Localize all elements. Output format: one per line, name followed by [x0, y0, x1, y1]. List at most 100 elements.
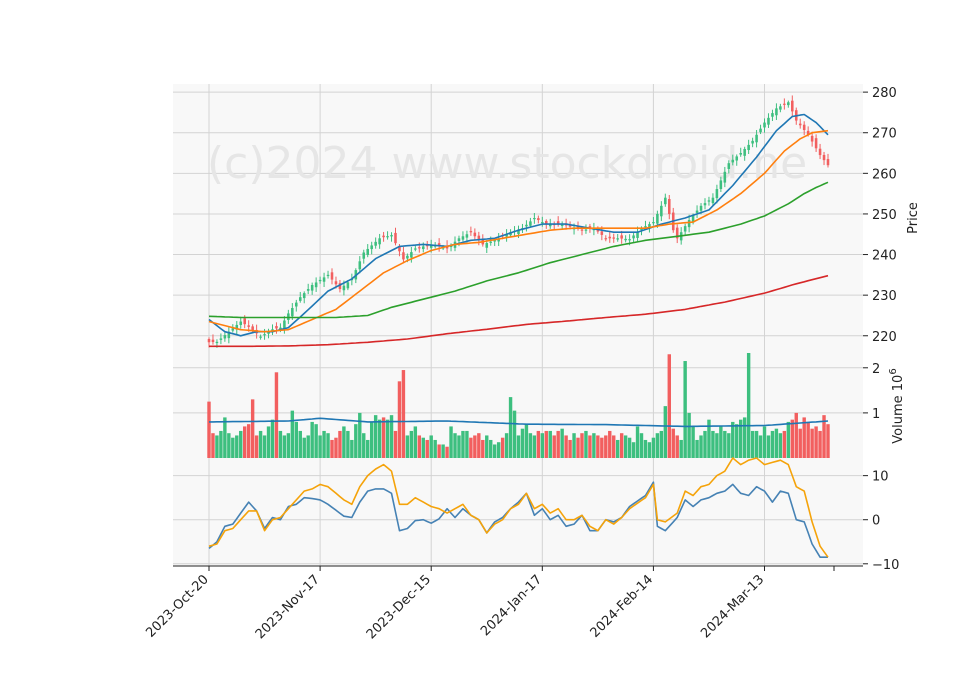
- volume-bar: [540, 433, 545, 458]
- volume-bar: [366, 439, 370, 458]
- candle-body: [584, 229, 588, 231]
- candle-body: [533, 218, 536, 220]
- candle-body: [783, 103, 786, 105]
- volume-bar: [731, 421, 735, 458]
- candle-body: [461, 236, 465, 240]
- volume-bar: [647, 442, 652, 458]
- candle-body: [421, 246, 425, 250]
- candle-body: [616, 238, 619, 240]
- volume-bar: [794, 412, 798, 458]
- candle-body: [382, 235, 385, 238]
- candle-body: [580, 229, 584, 231]
- candle-body: [541, 222, 544, 224]
- volume-bar: [254, 435, 259, 458]
- volume-bar: [786, 421, 791, 458]
- volume-bar: [326, 433, 330, 458]
- price-axis-title: Price: [906, 202, 921, 234]
- candle-body: [628, 239, 631, 241]
- volume-bar: [548, 430, 552, 458]
- volume-bar: [211, 433, 215, 458]
- candle-body: [612, 237, 616, 239]
- osc-axis-tick-label: −10: [872, 558, 899, 573]
- candle-body: [263, 334, 266, 336]
- candle-body: [267, 331, 270, 334]
- volume-bar: [246, 424, 251, 458]
- volume-bar: [350, 439, 354, 458]
- candle-body: [314, 282, 318, 288]
- volume-bar: [504, 433, 509, 458]
- volume-bar: [556, 430, 560, 458]
- candle-body: [779, 106, 782, 110]
- volume-bar: [544, 430, 548, 458]
- volume-bar: [667, 354, 671, 458]
- candle-body: [620, 235, 623, 239]
- volume-bar: [802, 417, 806, 458]
- volume-bar: [393, 430, 398, 458]
- candle-body: [548, 224, 552, 227]
- candle-body: [497, 238, 500, 242]
- volume-bar: [346, 430, 350, 458]
- volume-bar: [615, 439, 620, 458]
- candle-body: [751, 140, 754, 144]
- price-axis-tick-label: 220: [872, 330, 897, 345]
- volume-bar: [449, 426, 453, 458]
- volume-bar: [485, 435, 489, 458]
- candle-body: [390, 235, 393, 237]
- volume-bar: [758, 435, 763, 458]
- volume-bar: [639, 433, 644, 458]
- candle-body: [644, 226, 647, 228]
- candle-body: [279, 327, 282, 330]
- volume-bar: [250, 399, 255, 458]
- candle-body: [822, 154, 826, 161]
- oscillator-panel: [173, 458, 863, 566]
- volume-bar: [746, 353, 751, 458]
- volume-axis-tick-label: 1: [872, 407, 880, 422]
- volume-bar: [282, 435, 287, 458]
- volume-bar: [711, 430, 715, 458]
- volume-bar: [532, 435, 537, 458]
- volume-bar: [389, 415, 394, 458]
- candle-body: [568, 225, 572, 227]
- volume-bar: [683, 361, 687, 458]
- volume-bar: [377, 419, 382, 458]
- volume-bar: [421, 437, 425, 458]
- volume-bar: [445, 446, 449, 458]
- candle-body: [457, 238, 461, 241]
- candle-body: [302, 293, 306, 299]
- volume-bar: [695, 439, 699, 458]
- volume-bar: [306, 435, 310, 458]
- volume-bar: [536, 430, 541, 458]
- volume-bar: [473, 435, 477, 458]
- volume-bar: [342, 426, 346, 458]
- candle-body: [608, 236, 612, 239]
- volume-axis-title-text: Volume 10: [891, 375, 906, 444]
- candle-body: [243, 318, 246, 325]
- ma-mid-line: [208, 129, 829, 333]
- volume-bar: [477, 433, 481, 458]
- volume-bar: [723, 430, 727, 458]
- candle-body: [291, 308, 294, 317]
- volume-bar: [298, 430, 302, 458]
- volume-bar: [750, 430, 755, 458]
- candle-body: [771, 113, 774, 117]
- candle-body: [283, 320, 286, 329]
- volume-bar: [826, 424, 830, 458]
- oscillator-axis: −10 0 10: [863, 470, 899, 573]
- volume-bar: [429, 435, 433, 458]
- candle-body: [334, 281, 338, 285]
- volume-bar: [338, 430, 342, 458]
- volume-bar: [588, 435, 592, 458]
- candle-body: [743, 148, 746, 156]
- candle-body: [656, 213, 659, 224]
- volume-bar: [239, 430, 243, 458]
- volume-bar: [369, 421, 374, 458]
- volume-bar: [492, 444, 497, 458]
- volume-bar: [576, 437, 580, 458]
- osc-axis-tick-label: 0: [872, 514, 880, 529]
- candle-body: [695, 210, 699, 213]
- candle-body: [338, 283, 342, 290]
- volume-bar: [580, 433, 584, 458]
- candle-body: [727, 163, 731, 169]
- volume-bar: [810, 428, 814, 458]
- candle-body: [791, 100, 794, 112]
